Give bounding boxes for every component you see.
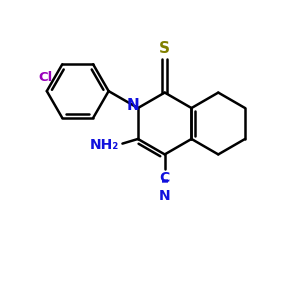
Text: Cl: Cl <box>38 71 52 84</box>
Text: N: N <box>159 189 170 203</box>
Text: N: N <box>126 98 139 113</box>
Text: S: S <box>159 41 170 56</box>
Text: NH₂: NH₂ <box>90 138 119 152</box>
Text: C: C <box>160 172 170 185</box>
